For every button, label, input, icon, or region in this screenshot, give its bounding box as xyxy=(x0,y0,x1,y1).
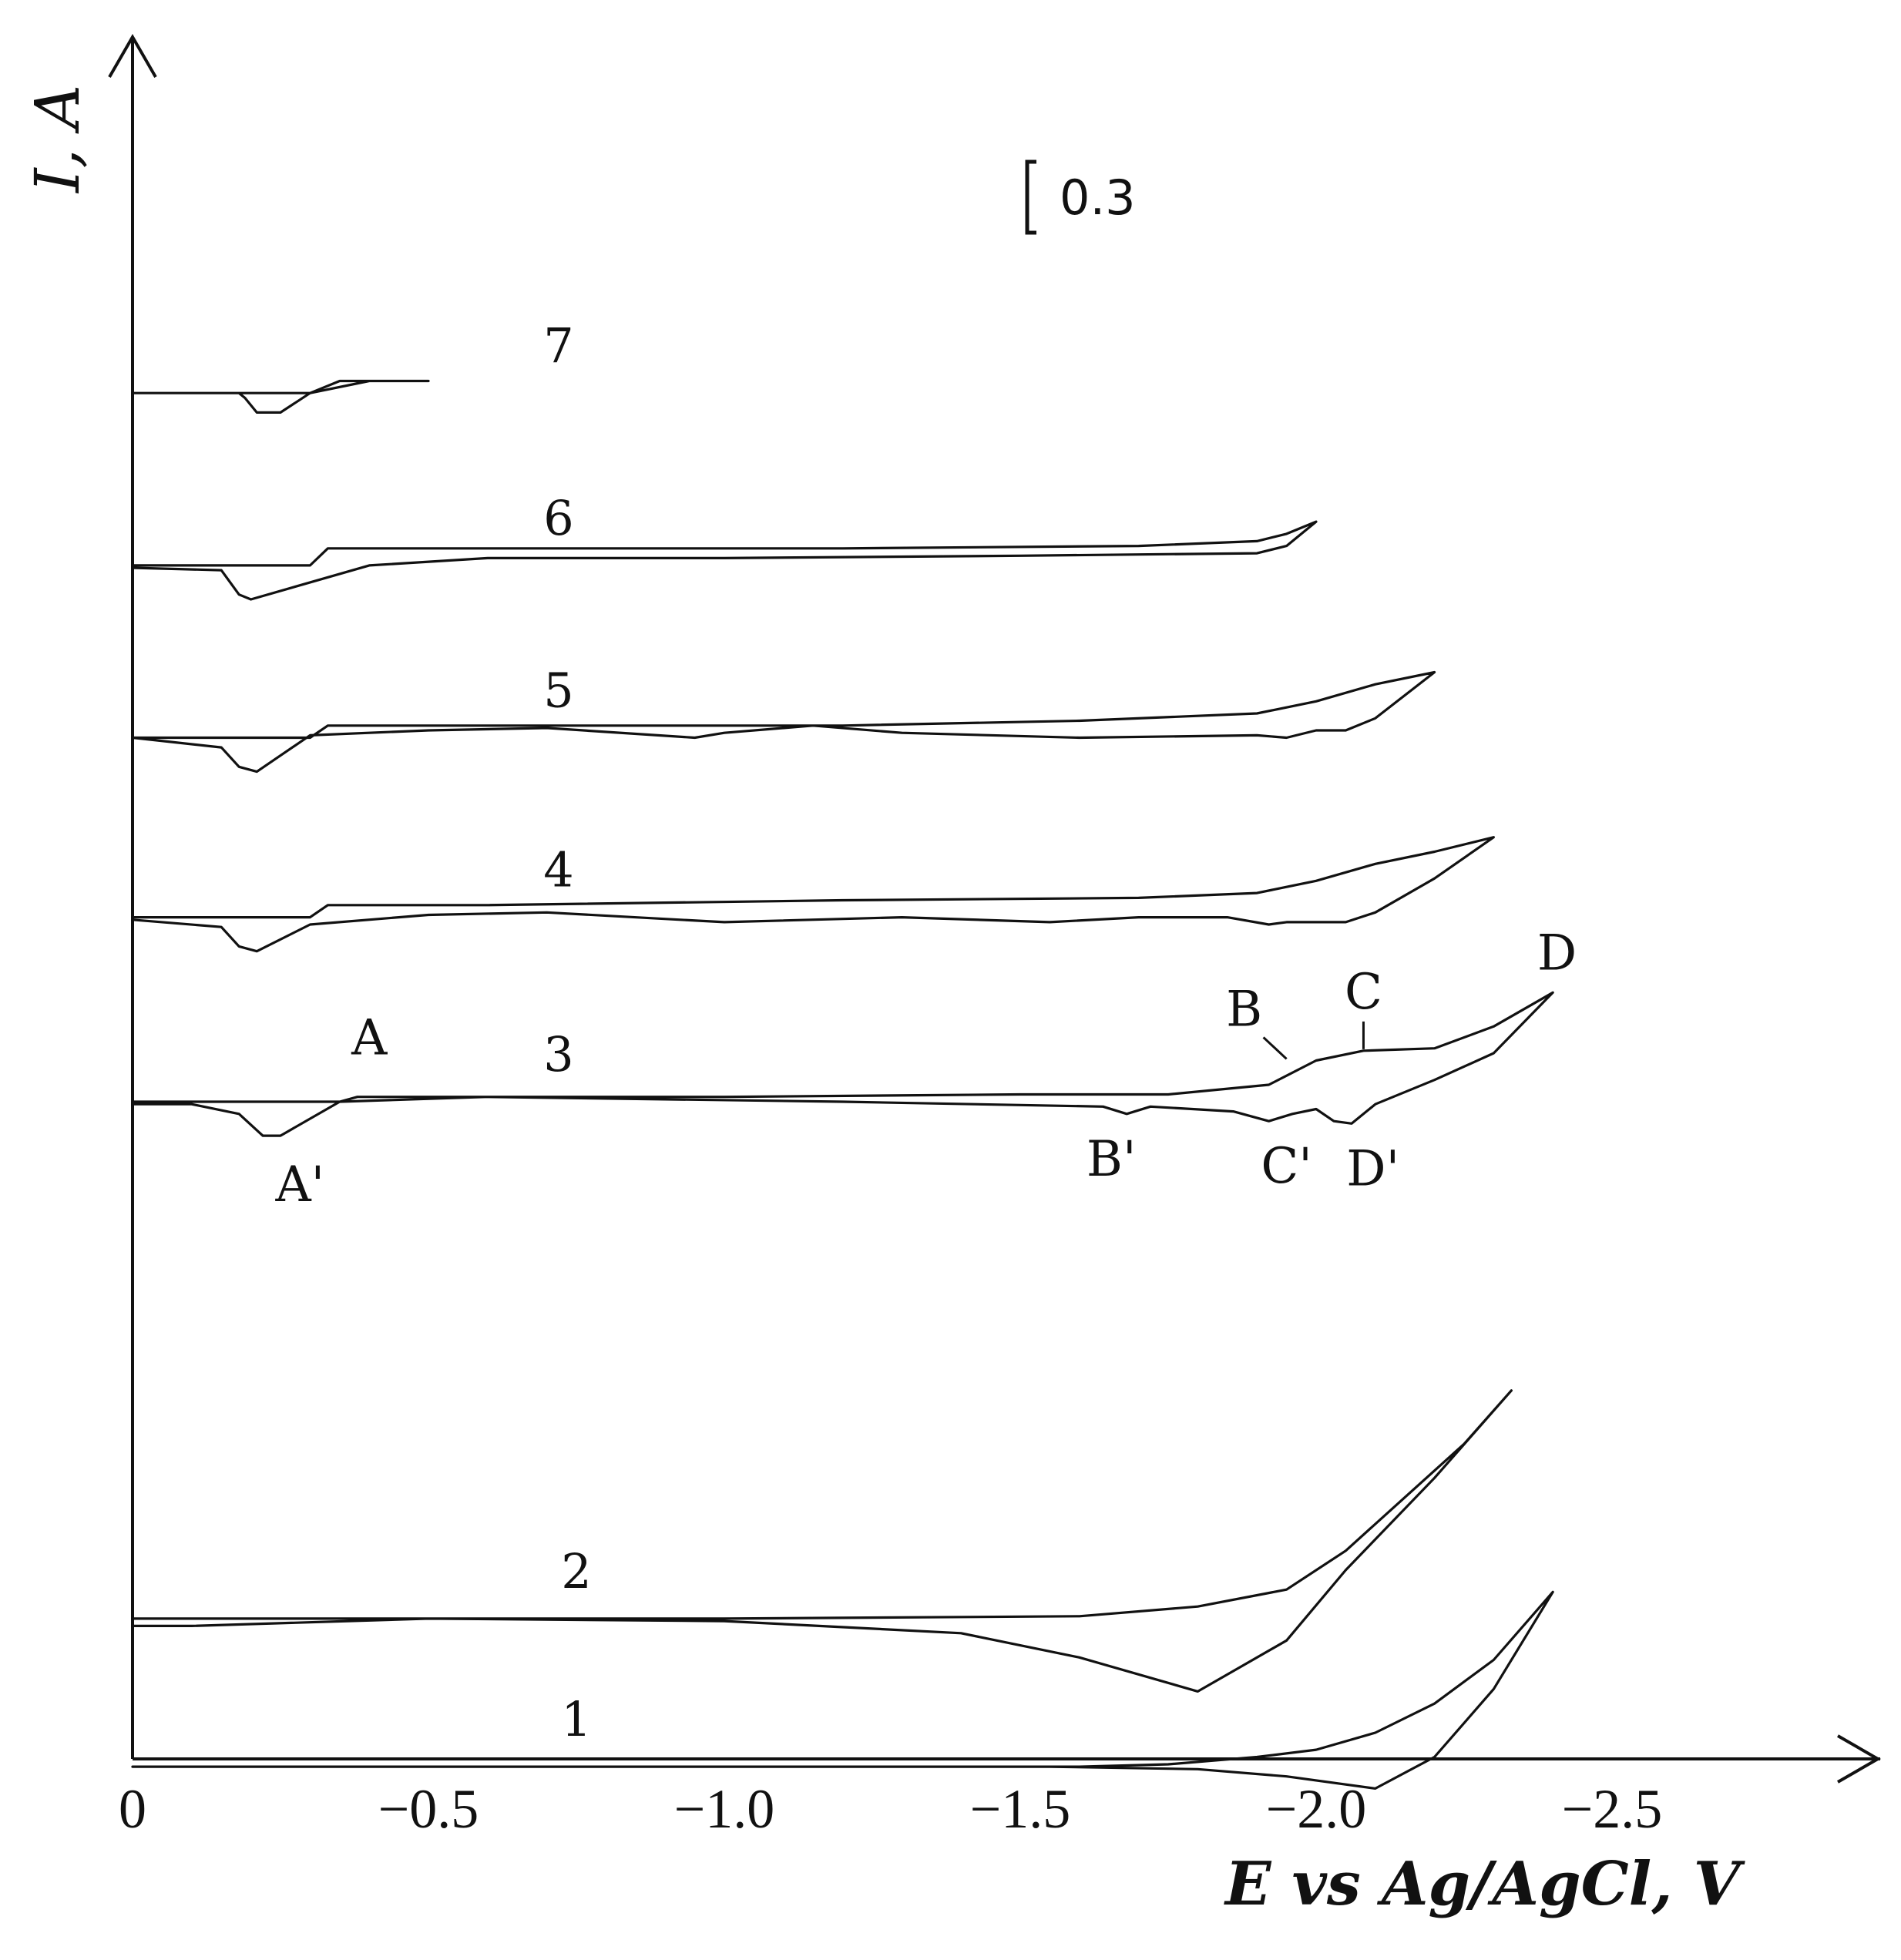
x-tick-label: −2.0 xyxy=(1266,1778,1367,1840)
peak-label-B-prime: B' xyxy=(1087,1131,1137,1188)
peak-leader-B xyxy=(1262,1036,1288,1060)
x-tick-label: −1.0 xyxy=(674,1778,775,1840)
curve-4-trace xyxy=(131,836,1495,953)
peak-label-B: B xyxy=(1226,981,1262,1038)
y-axis-arrow xyxy=(108,33,157,78)
peak-label-A: A xyxy=(351,1010,388,1067)
peak-labels: A A' B C D B' C' D' xyxy=(274,925,1577,1213)
curve-4-label: 4 xyxy=(543,842,573,898)
curve-5-trace xyxy=(131,670,1436,774)
curve-2-trace xyxy=(131,1389,1513,1693)
curve-6-label: 6 xyxy=(543,490,573,546)
curve-7-trace xyxy=(131,379,430,414)
x-axis-title: E vs Ag/AgCl, V xyxy=(1224,1849,1746,1919)
peak-label-A-prime: A' xyxy=(274,1156,324,1213)
curve-2-label: 2 xyxy=(561,1543,591,1599)
voltammetry-curves xyxy=(131,379,1554,1790)
x-tick-labels: 0 −0.5 −1.0 −1.5 −2.0 −2.5 xyxy=(119,1778,1662,1840)
curve-1-trace xyxy=(131,1590,1554,1790)
peak-label-C-prime: C' xyxy=(1261,1138,1312,1195)
curve-3-label: 3 xyxy=(543,1026,573,1082)
curve-3-trace xyxy=(131,991,1554,1137)
x-tick-label: −0.5 xyxy=(378,1778,479,1840)
curve-5-label: 5 xyxy=(543,663,573,719)
x-tick-label: −1.5 xyxy=(970,1778,1071,1840)
peak-label-C: C xyxy=(1345,964,1382,1021)
y-axis-title: I, A xyxy=(22,85,93,194)
curve-7-label: 7 xyxy=(543,317,573,374)
x-axis-arrow xyxy=(1837,1734,1882,1784)
x-tick-label: −2.5 xyxy=(1562,1778,1663,1840)
x-tick-label: 0 xyxy=(119,1778,146,1840)
peak-label-D: D xyxy=(1537,925,1577,982)
current-scale-label: 0.3 xyxy=(1060,169,1136,226)
peak-label-D-prime: D' xyxy=(1346,1140,1399,1197)
curve-6-trace xyxy=(131,520,1318,601)
curve-number-labels: 1 2 3 4 5 6 7 xyxy=(543,317,591,1747)
current-scale-bracket xyxy=(1025,159,1036,235)
curve-1-label: 1 xyxy=(561,1691,591,1747)
